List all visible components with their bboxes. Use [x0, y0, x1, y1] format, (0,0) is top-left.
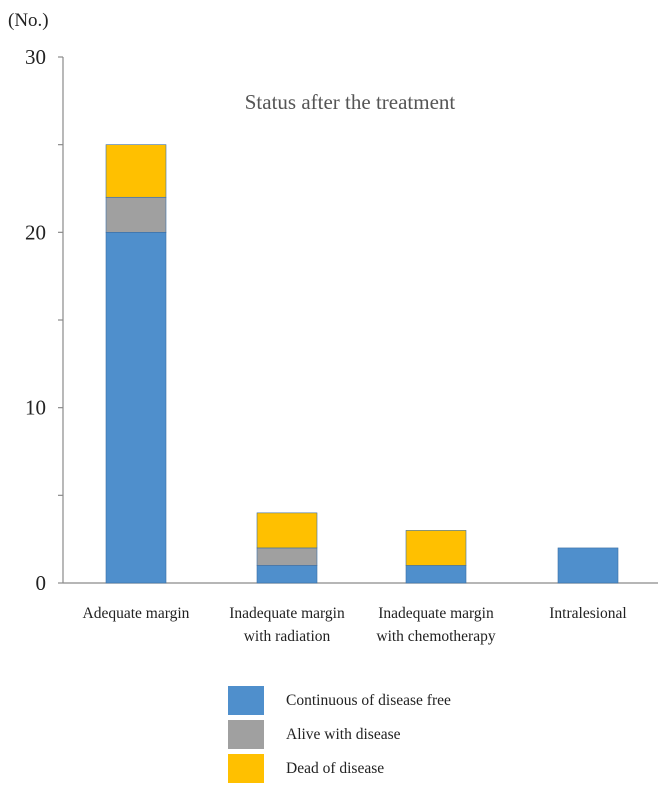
legend-label: Continuous of disease free [286, 691, 451, 709]
legend-item-dead-of-disease: Dead of disease [228, 754, 451, 783]
bar-segment [405, 530, 467, 566]
x-axis-labels: Adequate margin Inadequate margin with rad… [83, 605, 627, 645]
y-tick-label: 30 [25, 45, 46, 69]
legend-swatch-yellow [228, 754, 264, 783]
y-axis-unit-label: (No.) [8, 10, 49, 31]
bar-segment [405, 565, 467, 584]
y-tick-label: 0 [36, 571, 47, 595]
x-category-label: Inadequate margin with chemotherapy [376, 605, 495, 645]
bar-segment [105, 232, 167, 584]
bar-segment [105, 144, 167, 198]
y-axis-ticks: 0 10 20 30 [25, 45, 63, 595]
y-tick-label: 10 [25, 396, 46, 420]
stacked-bar-chart: (No.) Status after the treatment 0 10 20 30… [8, 10, 658, 645]
bar-segment [105, 196, 167, 233]
legend-swatch-blue [228, 686, 264, 715]
legend-item-continuous-disease-free: Continuous of disease free [228, 686, 451, 715]
legend-swatch-gray [228, 720, 264, 749]
legend: Continuous of disease free Alive with di… [228, 686, 451, 788]
legend-item-alive-with-disease: Alive with disease [228, 720, 451, 749]
x-category-label: Inadequate margin with radiation [229, 605, 345, 645]
chart-title: Status after the treatment [245, 90, 456, 114]
legend-label: Dead of disease [286, 759, 385, 777]
bar-segment [256, 512, 318, 549]
bar-segment [256, 547, 318, 566]
bar-segment [557, 547, 619, 584]
legend-label: Alive with disease [286, 725, 401, 743]
x-category-label: Adequate margin [83, 605, 190, 622]
x-category-label: Intralesional [549, 605, 626, 622]
bar-segment [256, 565, 318, 584]
bars-group [105, 144, 619, 584]
y-tick-label: 20 [25, 220, 46, 244]
